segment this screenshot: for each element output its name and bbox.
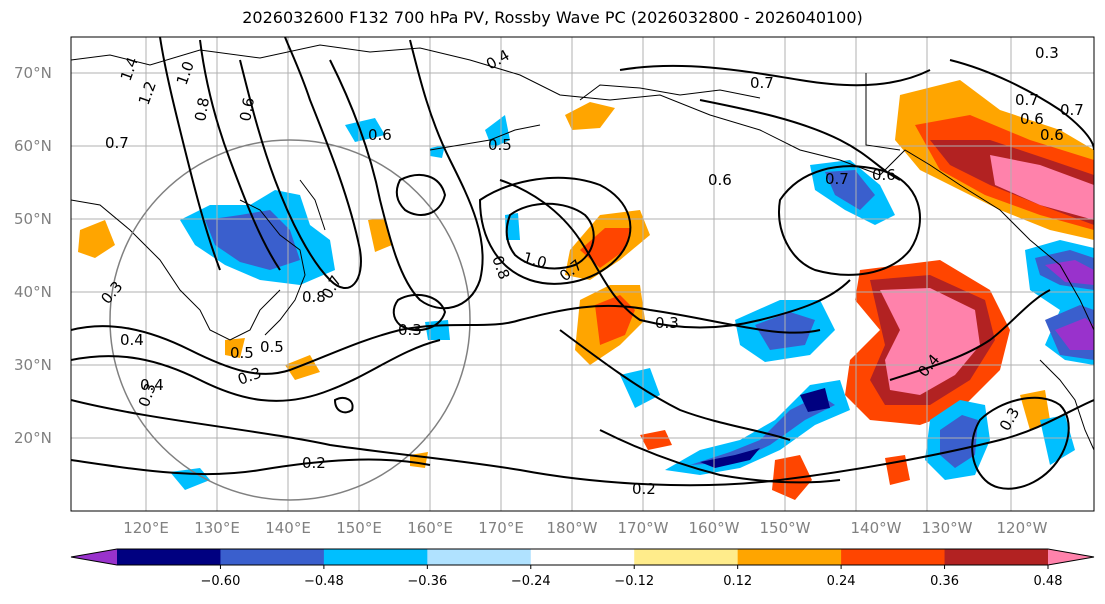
lat-label-20n: 20°N <box>14 429 52 447</box>
colorbar-segment <box>323 549 428 565</box>
contour-label: 0.8 <box>302 288 326 306</box>
lon-label: 150°W <box>760 519 811 537</box>
lon-label: 160°W <box>689 519 740 537</box>
lon-label: 120°W <box>997 519 1048 537</box>
contour-label: 0.7 <box>1015 91 1039 109</box>
contour-label: 0.6 <box>872 166 896 184</box>
lon-label: 160°E <box>407 519 453 537</box>
colorbar-segment <box>634 549 739 565</box>
contour-label: 0.4 <box>140 376 164 394</box>
lon-label: 120°E <box>123 519 169 537</box>
coastlines <box>71 44 1094 451</box>
lon-label: 130°W <box>922 519 973 537</box>
lon-label: 170°E <box>478 519 524 537</box>
colorbar-extend-low <box>71 549 117 565</box>
contour-label: 0.4 <box>120 331 144 349</box>
lat-label-30n: 30°N <box>14 356 52 374</box>
colorbar-tick-label: 0.12 <box>723 574 752 589</box>
lat-label-50n: 50°N <box>14 210 52 228</box>
colorbar-segment <box>117 549 221 565</box>
colorbar-segment <box>220 549 325 565</box>
colorbar-segment <box>841 549 946 565</box>
contour-label: 1.0 <box>521 248 549 272</box>
colorbar-tick-label: −0.36 <box>407 574 447 589</box>
colorbar-tick-label: −0.60 <box>201 574 241 589</box>
colorbar-segment <box>427 549 532 565</box>
colorbar-segment <box>737 549 842 565</box>
negative-anomaly-fills <box>170 115 1094 490</box>
colorbar-segment <box>944 549 1049 565</box>
contour-label: 0.6 <box>1040 126 1064 144</box>
contour-label: 0.6 <box>368 126 392 144</box>
colorbar-tick-label: −0.48 <box>304 574 344 589</box>
colorbar-extend-high <box>1048 549 1094 565</box>
graticule <box>71 37 1094 511</box>
contour-label: 0.7 <box>105 134 129 152</box>
colorbar: −0.60 −0.48 −0.36 −0.24 −0.12 0.12 0.24 0.36 0.4… <box>70 548 1095 589</box>
lon-label: 140°W <box>851 519 902 537</box>
map-title: 2026032600 F132 700 hPa PV, Rossby Wave … <box>242 8 863 27</box>
contour-label: 0.8 <box>191 96 213 123</box>
contour-label: 0.7 <box>825 170 849 188</box>
colorbar-ticks: −0.60 −0.48 −0.36 −0.24 −0.12 0.12 0.24 0.36 0.4… <box>201 565 1063 589</box>
lat-label-70n: 70°N <box>14 64 52 82</box>
colorbar-segments <box>70 548 1095 566</box>
longitude-labels: 120°E 130°E 140°E 150°E 160°E 170°E 180°… <box>123 519 1047 537</box>
contour-label: 0.7 <box>1060 101 1084 119</box>
colorbar-segment <box>530 549 635 565</box>
contour-label: 0.6 <box>236 96 258 123</box>
latitude-labels: 70°N 60°N 50°N 40°N 30°N 20°N <box>14 64 52 447</box>
contour-label: 0.5 <box>488 136 512 154</box>
colorbar-tick-label: 0.36 <box>930 574 959 589</box>
colorbar-tick-label: 0.24 <box>827 574 856 589</box>
lon-label: 150°E <box>336 519 382 537</box>
lon-label: 170°W <box>618 519 669 537</box>
lon-label: 140°E <box>265 519 311 537</box>
contour-label: 0.6 <box>1020 110 1044 128</box>
contour-label: 0.5 <box>230 344 254 362</box>
map-frame <box>70 36 1095 512</box>
lat-label-40n: 40°N <box>14 283 52 301</box>
colorbar-tick-label: −0.12 <box>614 574 654 589</box>
pv-contours <box>71 37 1094 490</box>
colorbar-tick-label: 0.48 <box>1034 574 1063 589</box>
lat-label-60n: 60°N <box>14 137 52 155</box>
lon-label: 130°E <box>194 519 240 537</box>
reference-circle <box>109 139 471 501</box>
contour-label: 0.3 <box>655 314 679 332</box>
map-fields: 1.4 1.2 1.0 0.8 0.6 0.7 0.6 0.5 0.4 0.7 … <box>71 37 1094 511</box>
contour-label: 0.3 <box>1035 44 1059 62</box>
contour-label: 0.7 <box>750 74 774 92</box>
positive-anomaly-fills <box>78 80 1094 500</box>
contour-label: 0.5 <box>260 338 284 356</box>
contour-label: 0.2 <box>302 454 326 472</box>
colorbar-tick-label: −0.24 <box>511 574 551 589</box>
contour-label: 0.3 <box>398 321 422 339</box>
lon-label: 180°W <box>547 519 598 537</box>
contour-label: 0.6 <box>708 171 732 189</box>
contour-label: 0.2 <box>632 480 656 498</box>
